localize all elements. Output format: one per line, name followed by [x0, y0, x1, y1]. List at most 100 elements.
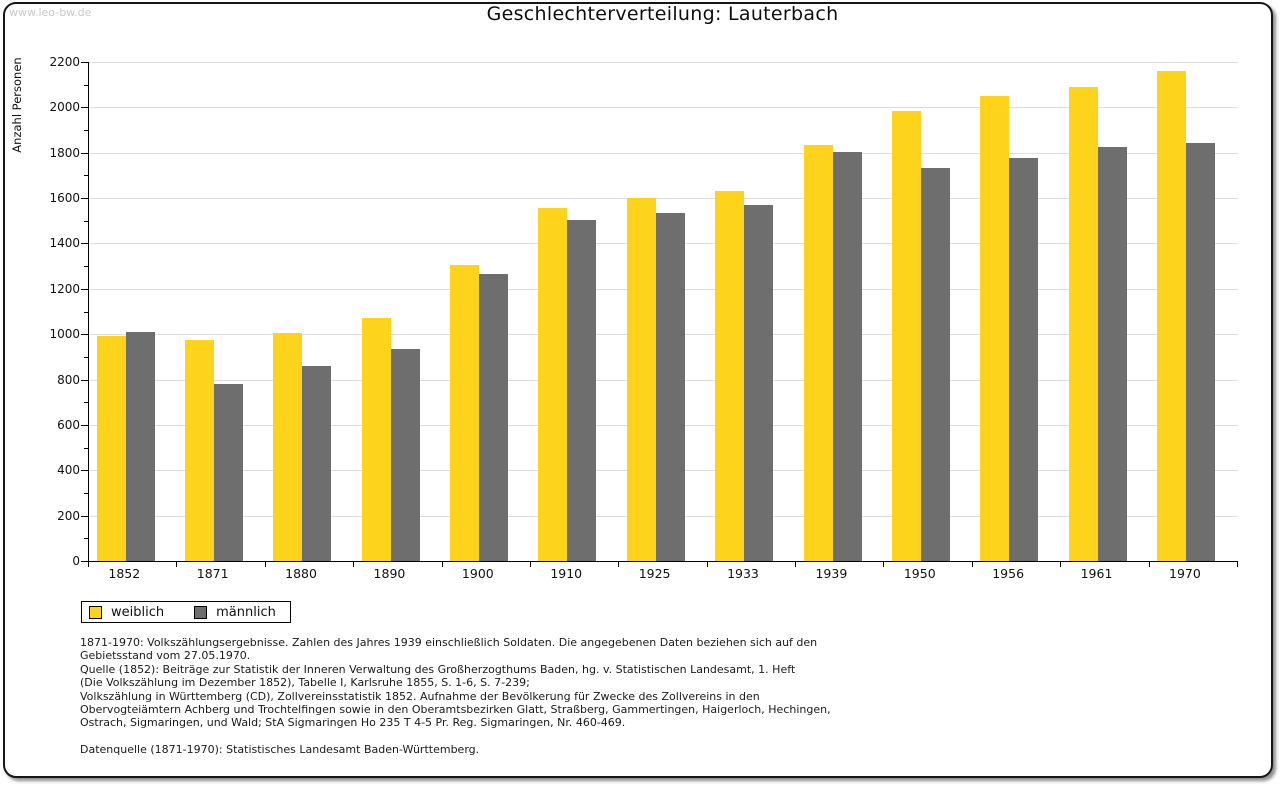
footnote-line-7: Ostrach, Sigmaringen, und Wald; StA Sigm… [80, 716, 626, 730]
bar-maennlich-1961 [1097, 147, 1127, 561]
bar-maennlich-1900 [479, 274, 509, 561]
bar-maennlich-1880 [302, 365, 332, 561]
x-tick-label-1852: 1852 [108, 566, 141, 581]
y-minor-tick [84, 447, 88, 449]
x-axis-tick [353, 562, 355, 567]
legend: weiblich männlich [81, 601, 291, 623]
y-minor-tick [84, 356, 88, 358]
y-minor-tick [84, 175, 88, 177]
datasource-line: Datenquelle (1871-1970): Statistisches L… [80, 742, 480, 756]
y-major-tick [81, 152, 88, 154]
y-minor-tick [84, 266, 88, 268]
bar-maennlich-1933 [744, 204, 774, 561]
gridline-1800 [89, 152, 1238, 154]
bar-weiblich-1890 [361, 318, 391, 561]
y-major-tick [81, 379, 88, 381]
bar-weiblich-1933 [715, 191, 745, 561]
bar-weiblich-1950 [891, 110, 921, 561]
y-tick-label-800: 800 [57, 372, 80, 387]
y-tick-label-1200: 1200 [49, 281, 80, 296]
y-major-tick [81, 107, 88, 109]
x-axis-tick [1060, 562, 1062, 567]
y-major-tick [81, 470, 88, 472]
bar-maennlich-1871 [213, 384, 243, 561]
y-minor-tick [84, 220, 88, 222]
x-tick-label-1950: 1950 [903, 566, 936, 581]
bar-maennlich-1970 [1186, 142, 1216, 561]
x-axis-tick [441, 562, 443, 567]
y-tick-label-2000: 2000 [49, 100, 80, 115]
page-title: Geschlechterverteilung: Lauterbach [486, 3, 839, 25]
plot-area [88, 62, 1238, 562]
bar-weiblich-1852 [96, 336, 126, 561]
y-tick-label-1600: 1600 [49, 191, 80, 206]
x-tick-label-1925: 1925 [638, 566, 671, 581]
x-axis-tick [795, 562, 797, 567]
x-tick-label-1956: 1956 [992, 566, 1025, 581]
x-axis-tick [706, 562, 708, 567]
y-minor-tick [84, 311, 88, 313]
y-major-tick [81, 424, 88, 426]
bar-maennlich-1852 [125, 331, 155, 561]
footnote-line-3: Quelle (1852): Beiträge zur Statistik de… [80, 662, 796, 676]
bar-maennlich-1890 [390, 348, 420, 561]
y-tick-label-1800: 1800 [49, 145, 80, 160]
x-axis-tick [618, 562, 620, 567]
bar-maennlich-1910 [567, 219, 597, 561]
y-major-tick [81, 243, 88, 245]
x-axis-tick [529, 562, 531, 567]
y-tick-label-0: 0 [72, 554, 80, 568]
y-major-tick [81, 561, 88, 562]
x-tick-label-1933: 1933 [727, 566, 759, 581]
bar-weiblich-1970 [1157, 71, 1187, 561]
x-tick-label-1871: 1871 [196, 566, 229, 581]
footnotes: 1871-1970: Volkszählungsergebnisse. Zahl… [80, 636, 1210, 756]
y-major-tick [81, 334, 88, 336]
bar-weiblich-1910 [538, 208, 568, 561]
footnote-line-1: 1871-1970: Volkszählungsergebnisse. Zahl… [80, 636, 818, 649]
watermark-url: www.leo-bw.de [9, 6, 92, 19]
x-tick-label-1939: 1939 [815, 566, 848, 581]
x-tick-label-1880: 1880 [285, 566, 317, 581]
footnote-line-6: Obervogteiämtern Achberg und Trochtelfin… [80, 703, 831, 717]
x-tick-label-1961: 1961 [1080, 566, 1113, 581]
bar-weiblich-1871 [184, 339, 214, 561]
y-tick-label-2200: 2200 [49, 55, 80, 69]
x-tick-label-1910: 1910 [550, 566, 583, 581]
gridline-2000 [89, 107, 1238, 109]
x-axis-tick [264, 562, 266, 567]
bar-maennlich-1939 [832, 151, 862, 561]
y-tick-label-600: 600 [57, 417, 80, 432]
x-tick-label-1900: 1900 [461, 566, 494, 581]
bar-weiblich-1956 [980, 96, 1010, 561]
x-axis-tick [883, 562, 885, 567]
bar-weiblich-1880 [273, 333, 303, 561]
bar-weiblich-1939 [803, 144, 833, 561]
footnote-line-5: Volkszählung in Württemberg (CD), Zollve… [80, 689, 760, 703]
footnote-line-2: Gebietsstand vom 27.05.1970. [80, 649, 251, 663]
bar-weiblich-1925 [626, 198, 656, 561]
x-axis-tick [1148, 562, 1150, 567]
y-major-tick [81, 62, 88, 63]
footnote-line-4: (Die Volkszählung im Dezember 1852), Tab… [80, 676, 530, 690]
y-minor-tick [84, 492, 88, 494]
y-tick-label-1400: 1400 [49, 236, 80, 251]
legend-label-maennlich: männlich [216, 604, 276, 620]
x-tick-label-1890: 1890 [373, 566, 406, 581]
bar-maennlich-1925 [655, 212, 685, 561]
y-major-tick [81, 198, 88, 200]
y-minor-tick [84, 130, 88, 132]
y-minor-tick [84, 402, 88, 404]
gridline-2200 [89, 62, 1238, 63]
bar-maennlich-1956 [1009, 158, 1039, 561]
y-minor-tick [84, 84, 88, 86]
x-tick-label-1970: 1970 [1169, 566, 1201, 581]
legend-label-weiblich: weiblich [111, 604, 165, 620]
x-axis-tick [176, 562, 178, 567]
legend-swatch-weiblich [89, 605, 102, 619]
legend-swatch-maennlich [194, 605, 208, 619]
bar-weiblich-1900 [450, 265, 480, 561]
bar-maennlich-1950 [920, 167, 950, 561]
gridline-1600 [89, 198, 1238, 200]
